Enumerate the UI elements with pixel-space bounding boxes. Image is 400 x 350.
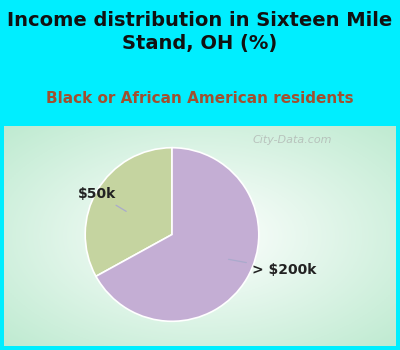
Wedge shape: [96, 148, 259, 321]
Text: City-Data.com: City-Data.com: [252, 135, 332, 145]
Text: Income distribution in Sixteen Mile
Stand, OH (%): Income distribution in Sixteen Mile Stan…: [7, 10, 393, 53]
Text: $50k: $50k: [78, 187, 126, 211]
Text: Black or African American residents: Black or African American residents: [46, 91, 354, 106]
Text: > $200k: > $200k: [228, 259, 316, 277]
Wedge shape: [85, 148, 172, 276]
